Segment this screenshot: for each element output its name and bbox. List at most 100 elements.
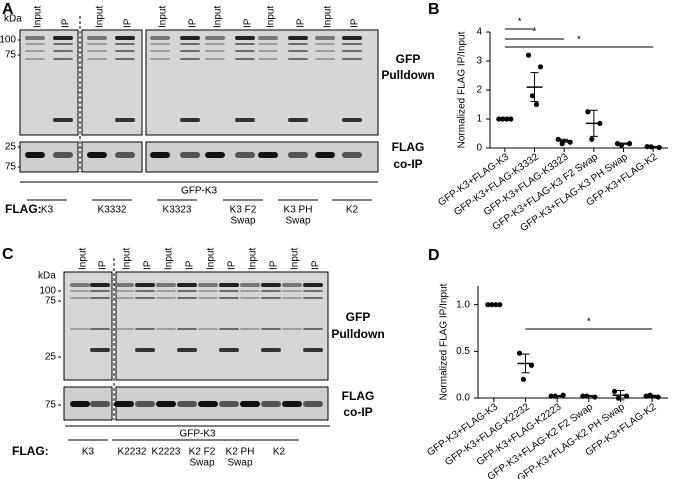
blot [145, 29, 379, 136]
y-tick-label: 0 [476, 143, 482, 154]
band [205, 43, 225, 45]
band [219, 297, 239, 299]
band [114, 283, 134, 287]
flag-label: FLAG [342, 389, 375, 403]
lane-label: Input [323, 6, 334, 28]
band [342, 50, 362, 52]
band [25, 152, 45, 158]
band [261, 401, 281, 407]
blot [81, 29, 143, 136]
band [177, 401, 197, 407]
band [342, 118, 362, 122]
marker-label: 100 [39, 286, 56, 297]
data-point [585, 109, 591, 115]
data-point [560, 392, 566, 398]
panel-letter: C [2, 246, 14, 263]
band [180, 50, 200, 52]
significance-label: * [518, 17, 522, 28]
lane-label: IP [243, 18, 254, 28]
band [115, 50, 135, 52]
flag-label: FLAG [392, 140, 425, 154]
group-label: Swap [189, 458, 214, 469]
kda-label: kDa [4, 14, 22, 25]
data-point [623, 393, 630, 399]
significance-label: * [577, 35, 581, 46]
band [205, 36, 225, 40]
group-label: K2 PH [226, 447, 255, 458]
group-label: Swap [230, 216, 255, 227]
flag-prefix: FLAG: [12, 444, 49, 458]
band [90, 401, 110, 407]
data-point [516, 350, 523, 356]
kda-label: kDa [38, 271, 56, 282]
band [135, 328, 155, 330]
band [198, 297, 218, 299]
band [288, 50, 308, 52]
marker-label: 75 [45, 400, 57, 411]
lane-label: Input [164, 248, 175, 270]
lane-label: Input [206, 248, 217, 270]
band [240, 328, 260, 330]
band [240, 283, 260, 287]
band [115, 58, 135, 60]
band [177, 297, 197, 299]
band [235, 36, 255, 40]
band [70, 290, 90, 292]
band [177, 348, 197, 352]
error-bar [648, 394, 657, 398]
band [135, 401, 155, 407]
band [150, 43, 170, 45]
group-label: K3 [82, 447, 95, 458]
bait-label: GFP-K3 [179, 429, 216, 440]
lane-label: Input [213, 6, 224, 28]
group-label: K3 PH [284, 205, 313, 216]
band [135, 348, 155, 352]
band [205, 152, 225, 158]
band [90, 328, 110, 330]
band [198, 283, 218, 287]
group-label: K2 [273, 447, 286, 458]
group-label: K2232 [118, 447, 147, 458]
y-tick-label: 2 [476, 85, 482, 96]
band [70, 328, 90, 330]
data-point [525, 52, 532, 58]
band [135, 297, 155, 299]
band [135, 290, 155, 292]
band [150, 50, 170, 52]
bait-label: GFP-K3 [181, 186, 218, 197]
band [288, 43, 308, 45]
band [235, 152, 255, 158]
blot [115, 271, 329, 381]
band [282, 328, 302, 330]
band [258, 152, 278, 158]
band [219, 290, 239, 292]
band [53, 50, 73, 52]
band [53, 118, 73, 122]
band [177, 290, 197, 292]
band [198, 401, 218, 407]
y-tick-label: 0.5 [456, 346, 470, 357]
data-point [529, 93, 536, 99]
panel-letter: A [2, 1, 14, 18]
y-tick-label: 1 [476, 114, 482, 125]
band [180, 43, 200, 45]
y-axis-label: Normalized FLAG IP/Input [439, 283, 450, 400]
band [219, 328, 239, 330]
error-bar [500, 118, 509, 120]
data-point [533, 101, 540, 108]
group-label: K2 [346, 205, 359, 216]
band [235, 118, 255, 122]
y-tick-label: 3 [476, 56, 482, 67]
band [288, 58, 308, 60]
band [315, 50, 335, 52]
band [342, 43, 362, 45]
band [258, 50, 278, 52]
band [87, 152, 107, 158]
group-label: K3323 [163, 205, 192, 216]
y-tick-label: 1.0 [456, 299, 470, 310]
gfp-label: Pulldown [331, 327, 384, 341]
band [315, 43, 335, 45]
band [90, 290, 110, 292]
band [180, 152, 200, 158]
band [156, 290, 176, 292]
